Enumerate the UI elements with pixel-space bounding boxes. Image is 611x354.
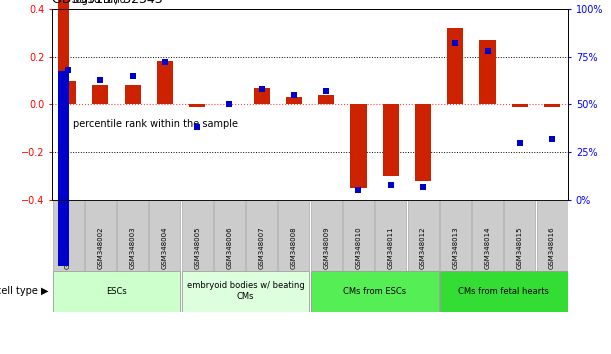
Bar [415,104,431,181]
Bar [544,104,560,107]
Text: GSM348004: GSM348004 [162,226,168,269]
Text: GSM348002: GSM348002 [97,226,103,269]
Bar [254,88,269,104]
Bar [214,200,245,271]
Bar [447,28,463,104]
Bar [351,104,367,188]
Point [63,67,73,73]
Text: CMs from ESCs: CMs from ESCs [343,287,406,296]
Text: GSM348003: GSM348003 [130,226,136,269]
Text: ESCs: ESCs [106,287,127,296]
Text: GSM348007: GSM348007 [258,226,265,269]
Bar [157,62,173,104]
Point [418,184,428,189]
Bar [85,200,116,271]
Bar [311,200,342,271]
Text: embryoid bodies w/ beating
CMs: embryoid bodies w/ beating CMs [187,281,304,301]
Text: GSM348011: GSM348011 [388,226,393,269]
Bar [382,104,399,176]
Point [128,73,137,79]
Text: GSM348015: GSM348015 [517,226,523,269]
Text: percentile rank within the sample: percentile rank within the sample [73,119,238,129]
Bar [440,271,568,312]
Bar [512,104,528,107]
Text: log10 ratio: log10 ratio [73,0,126,5]
Bar [117,200,148,271]
Bar [504,200,535,271]
Bar [440,200,471,271]
Text: CMs from fetal hearts: CMs from fetal hearts [458,287,549,296]
Bar [181,200,213,271]
Point [354,188,364,193]
Bar [60,80,76,104]
Point [224,102,234,107]
Text: GDS3513 / 32343: GDS3513 / 32343 [52,0,163,5]
Point [321,88,331,94]
Bar [181,271,309,312]
Point [257,86,266,92]
Bar [286,97,302,104]
Text: GSM348001: GSM348001 [65,226,71,269]
Bar [311,271,439,312]
Bar [318,95,334,104]
Bar [53,200,84,271]
Point [450,40,460,46]
Text: GSM348006: GSM348006 [227,226,232,269]
Point [95,77,105,82]
Text: GSM348016: GSM348016 [549,226,555,269]
Bar [125,85,141,104]
Bar [189,104,205,107]
Point [160,59,170,65]
Point [192,125,202,130]
Text: cell type ▶: cell type ▶ [0,286,49,296]
Bar [149,200,180,271]
Text: GSM348012: GSM348012 [420,226,426,269]
Bar [58,71,69,266]
Bar [279,200,309,271]
Bar [408,200,439,271]
Point [289,92,299,98]
Bar [472,200,503,271]
Text: GSM348010: GSM348010 [356,226,362,269]
Point [386,182,396,188]
Bar [480,40,496,104]
Point [483,48,492,54]
Bar [375,200,406,271]
Text: GSM348013: GSM348013 [452,226,458,269]
Text: GSM348009: GSM348009 [323,226,329,269]
Point [515,140,525,145]
Text: GSM348008: GSM348008 [291,226,297,269]
Bar [92,85,108,104]
Bar [58,0,69,142]
Bar [536,200,568,271]
Point [547,136,557,142]
Bar [343,200,374,271]
Text: GSM348005: GSM348005 [194,226,200,269]
Bar [53,271,180,312]
Bar [246,200,277,271]
Text: GSM348014: GSM348014 [485,226,491,269]
